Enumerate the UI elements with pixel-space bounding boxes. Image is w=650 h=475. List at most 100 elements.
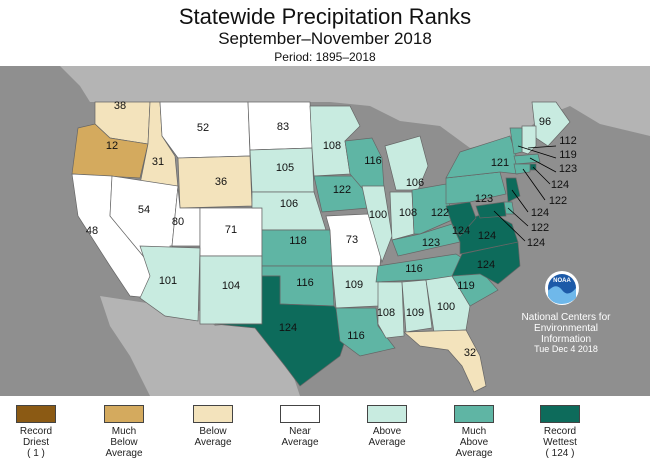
legend-item: Below Average [173,405,253,448]
state-la [335,307,396,357]
leader-line-ma [529,157,557,173]
rank-label-ks: 118 [289,235,307,247]
legend-text-label: Record [543,426,577,437]
rank-label-nd: 83 [277,121,289,133]
rank-label-tn: 116 [405,263,423,275]
legend-text-sub: Driest [22,437,50,448]
rank-label-va: 124 [478,230,496,242]
rank-label-ut: 80 [172,216,184,228]
state-md [475,201,507,219]
rank-label-nc: 124 [477,259,495,271]
legend-text-extra: Average [455,448,493,459]
credit-line-1: National Centers for [522,312,612,323]
legend-text-sub: Below [110,437,138,448]
rank-label-ia: 122 [333,184,351,196]
rank-label-la: 116 [347,330,365,342]
rank-label-mi: 106 [406,177,424,189]
rank-label-pa: 123 [475,193,493,205]
rank-label-al: 109 [406,307,424,319]
map-title: Statewide Precipitation Ranks [178,4,472,29]
leader-lines [493,145,557,242]
legend-swatch [540,405,580,423]
rank-label-fl: 32 [464,347,476,359]
rank-label-tx: 124 [279,322,297,334]
rank-label-ny: 121 [491,157,509,169]
rank-label-ri: 124 [551,179,569,191]
map-canvas: 38 12 48 31 54 52 36 80 71 101 104 83 105 106 118 116 12… [0,66,650,396]
legend-text-label: Above [372,426,402,437]
legend-text-label: Much [461,426,487,437]
legend-text-sub: Average [368,437,406,448]
rank-label-ma: 123 [559,163,577,175]
state-ga [425,275,471,333]
rank-label-nj: 124 [531,207,549,219]
state-ct [513,163,531,175]
credit-line-4: Tue Dec 4 2018 [534,344,598,354]
legend-text-label: Record [19,426,53,437]
state-al [401,279,433,333]
legend-item: Near Average [260,405,340,448]
rank-label-il: 100 [369,209,387,221]
rank-label-md: 124 [527,237,545,249]
rank-label-vt: 119 [559,149,577,161]
legend-item: Above Average [347,405,427,448]
rank-label-or: 12 [106,140,118,152]
rank-label-sd: 105 [276,162,294,174]
leader-line-nh [527,145,557,149]
state-ms [377,281,405,339]
rank-label-id: 31 [152,156,164,168]
legend-text-sub: Average [194,437,232,448]
rank-label-mo: 73 [346,234,358,246]
rank-label-mn: 108 [323,140,341,152]
legend-text-sub: Wettest [543,437,577,448]
rank-label-oh: 122 [431,207,449,219]
rank-label-wv: 124 [452,225,470,237]
rank-label-ga: 100 [437,301,455,313]
legend-text-label: Below [199,426,227,437]
canada-land [60,66,650,148]
legend-swatch [16,405,56,423]
rank-label-nm: 104 [222,280,240,292]
map-header: Statewide Precipitation Ranks September–… [0,0,650,65]
rank-labels: 38 12 48 31 54 52 36 80 71 101 104 83 105 106 118 116 12… [86,100,577,359]
rank-label-ca: 48 [86,225,98,237]
rank-label-ky: 123 [422,237,440,249]
states-layer [71,101,571,393]
state-vt [509,127,523,155]
state-az [139,245,201,322]
credit-line-3: Information [541,334,591,345]
legend: Record Driest( 1 ) Much Below Average Below Av… [0,405,650,475]
legend-swatch [193,405,233,423]
rank-label-wy: 36 [215,176,227,188]
legend-swatch [280,405,320,423]
rank-label-sc: 119 [457,280,475,292]
legend-item: Much Below Average [84,405,164,459]
precipitation-map: 38 12 48 31 54 52 36 80 71 101 104 83 105 106 118 116 12… [0,66,650,396]
rank-label-ar: 109 [345,279,363,291]
map-subtitle: September–November 2018 [218,29,432,48]
state-oh [411,183,453,235]
rank-label-nh: 112 [559,135,577,147]
credit-line-2: Environmental [534,323,598,334]
rank-label-mt: 52 [197,122,209,134]
legend-text-sub: Above [459,437,489,448]
state-il [361,185,393,264]
leader-line-nj [511,189,529,213]
rank-label-wi: 116 [364,155,382,167]
legend-text-sub: Average [281,437,319,448]
legend-item: Record Wettest( 124 ) [520,405,600,459]
legend-swatch [104,405,144,423]
leader-line-ri [532,166,551,185]
state-tx [214,275,351,387]
legend-text-extra: Average [105,448,143,459]
rank-label-me: 96 [539,116,551,128]
noaa-logo-text: NOAA [553,278,571,284]
map-period: Period: 1895–2018 [274,50,376,64]
leader-line-de [507,207,529,227]
legend-item: Much Above Average [434,405,514,459]
state-ma [513,153,541,165]
legend-text-extra: ( 1 ) [27,448,45,459]
rank-label-de: 122 [531,222,549,234]
legend-item: Record Driest( 1 ) [0,405,76,459]
rank-label-ne: 106 [280,198,298,210]
